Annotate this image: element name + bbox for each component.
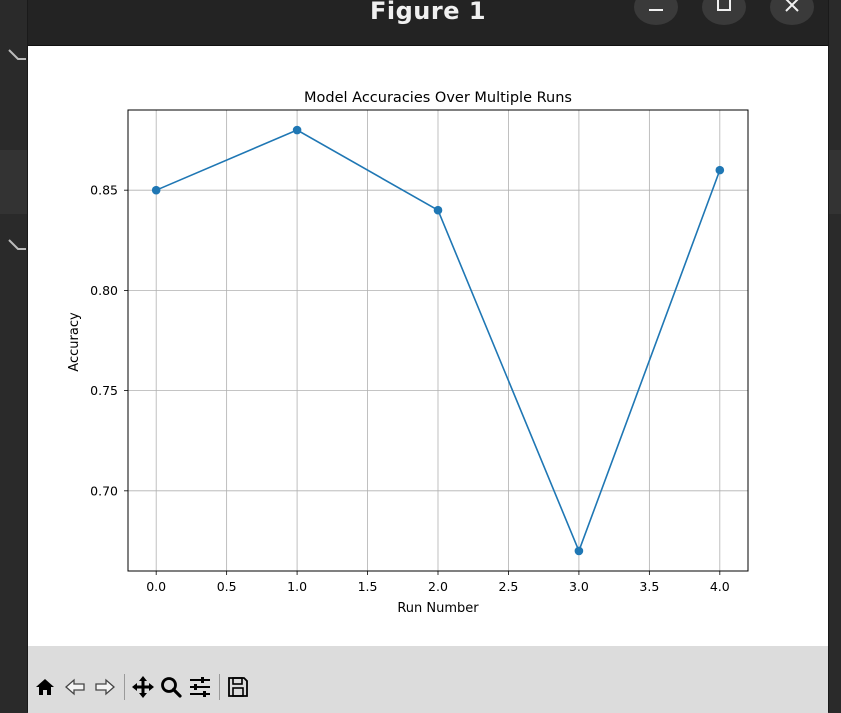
save-button[interactable]	[225, 676, 251, 702]
chevron-icon	[6, 46, 28, 68]
x-tick-label: 2.5	[499, 579, 519, 594]
chart-title: Model Accuracies Over Multiple Runs	[304, 90, 572, 106]
save-icon	[227, 676, 249, 702]
window-title: Figure 1	[369, 0, 487, 25]
pan-icon	[131, 675, 155, 703]
data-point	[151, 185, 161, 195]
configure-subplots-icon	[188, 675, 212, 703]
y-axis-label: Accuracy	[67, 312, 82, 372]
x-tick-label: 0.0	[146, 579, 166, 594]
pan-button[interactable]	[130, 676, 156, 702]
back-arrow-icon	[64, 676, 86, 702]
home-icon	[34, 676, 56, 702]
data-point	[292, 125, 302, 135]
toolbar-separator	[219, 674, 220, 700]
navigation-toolbar	[28, 646, 828, 713]
data-point	[433, 205, 443, 215]
x-tick-label: 1.0	[287, 579, 307, 594]
grid	[128, 110, 748, 571]
x-tick-label: 4.0	[710, 579, 730, 594]
forward-button[interactable]	[92, 676, 118, 702]
x-tick-label: 2.0	[428, 579, 448, 594]
y-tick-label: 0.70	[90, 483, 118, 498]
y-tick-label: 0.75	[90, 383, 118, 398]
y-tick-label: 0.85	[90, 183, 118, 198]
configure-subplots-button[interactable]	[187, 676, 213, 702]
zoom-button[interactable]	[158, 676, 184, 702]
figure-canvas[interactable]: 0.0 0.5 1.0 1.5 2.0 2.5 3.0 3.5 4.0 0.70 0.75 0.80…	[28, 46, 828, 646]
line-chart: 0.0 0.5 1.0 1.5 2.0 2.5 3.0 3.5 4.0 0.70 0.75 0.80…	[67, 90, 749, 616]
x-tick-label: 3.5	[639, 579, 659, 594]
x-axis-label: Run Number	[397, 601, 479, 616]
maximize-icon	[715, 0, 733, 18]
home-button[interactable]	[32, 676, 58, 702]
figure-window: Figure 1 0.0 0.5 1.0 1.5 2.0 2.5 3.0 3.5 4.0 0.7…	[27, 0, 829, 713]
forward-arrow-icon	[94, 676, 116, 702]
data-point	[715, 165, 725, 175]
x-tick-label: 0.5	[217, 579, 237, 594]
close-icon	[783, 0, 801, 18]
data-point	[574, 546, 584, 556]
series	[151, 125, 725, 556]
title-bar[interactable]: Figure 1	[28, 0, 828, 46]
x-tick-label: 3.0	[569, 579, 589, 594]
y-axis: 0.70 0.75 0.80 0.85	[90, 183, 128, 498]
x-axis: 0.0 0.5 1.0 1.5 2.0 2.5 3.0 3.5 4.0	[146, 571, 730, 594]
toolbar-separator	[124, 674, 125, 700]
x-tick-label: 1.5	[358, 579, 378, 594]
y-tick-label: 0.80	[90, 283, 118, 298]
chevron-icon	[6, 236, 28, 258]
zoom-icon	[159, 675, 183, 703]
minimize-icon	[647, 0, 665, 18]
back-button[interactable]	[62, 676, 88, 702]
